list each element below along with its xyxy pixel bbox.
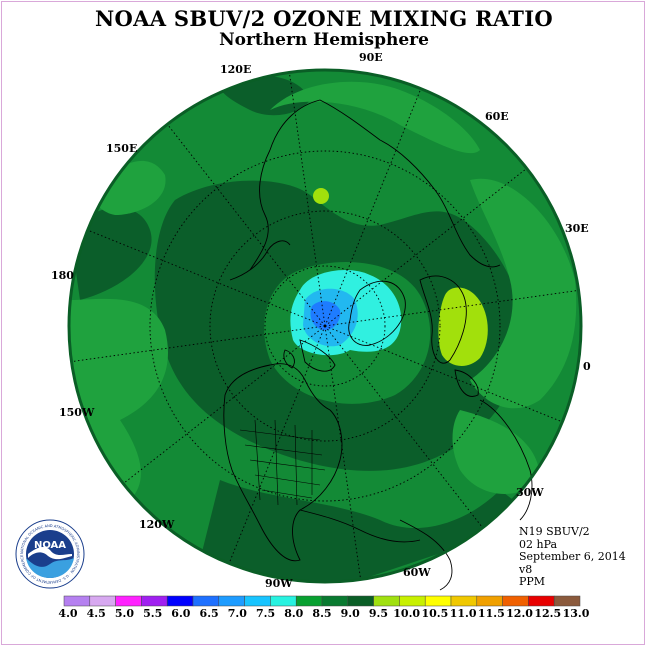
ozone-region-green-east bbox=[470, 178, 577, 409]
lon-label-120w: 120W bbox=[139, 518, 175, 531]
lon-label-60e: 60E bbox=[485, 110, 509, 123]
colorbar-tick-label: 10.0 bbox=[393, 607, 421, 620]
colorbar-swatch bbox=[218, 595, 245, 607]
meridian-line bbox=[288, 72, 326, 327]
colorbar-tick-label: 8.0 bbox=[284, 607, 304, 620]
ozone-region-dark-west bbox=[70, 207, 152, 300]
meridian-line bbox=[228, 325, 326, 564]
info-instrument: N19 SBUV/2 bbox=[519, 525, 590, 538]
info-units: PPM bbox=[519, 575, 546, 588]
colorbar-tick-label: 11.5 bbox=[477, 607, 505, 620]
colorbar-swatch bbox=[141, 595, 168, 607]
lon-label-60w: 60W bbox=[403, 566, 431, 579]
colorbar-swatch bbox=[166, 595, 194, 607]
meridian-line bbox=[324, 325, 563, 423]
colorbar-swatch bbox=[528, 595, 555, 607]
meridian-line bbox=[324, 289, 579, 327]
map-subtitle: Northern Hemisphere bbox=[219, 30, 429, 50]
colorbar-swatch bbox=[89, 595, 116, 607]
political-boundaries bbox=[239, 419, 326, 506]
colorbar-swatch bbox=[424, 595, 452, 607]
meridian-line bbox=[324, 325, 483, 529]
lon-label-150e: 150E bbox=[106, 142, 138, 155]
map-title: NOAA SBUV/2 OZONE MIXING RATIO bbox=[95, 6, 553, 31]
colorbar-tick-label: 11.0 bbox=[449, 607, 477, 620]
colorbar-tick-label: 6.0 bbox=[171, 607, 191, 620]
lon-label-120e: 120E bbox=[220, 63, 252, 76]
colorbar-swatch bbox=[502, 595, 529, 607]
colorbar-swatch bbox=[115, 595, 142, 607]
ozone-region-green-north bbox=[270, 81, 480, 154]
info-level: 02 hPa bbox=[519, 537, 558, 551]
hemisphere-outline bbox=[67, 68, 583, 584]
graticule bbox=[149, 150, 501, 502]
meridian-line bbox=[324, 325, 362, 580]
ozone-region-dark-south bbox=[200, 480, 540, 582]
colorbar-tick-label: 5.0 bbox=[114, 607, 135, 620]
colorbar-tick-label: 5.5 bbox=[143, 607, 163, 620]
coastlines bbox=[223, 99, 533, 591]
ozone-region-lime-north bbox=[313, 188, 329, 204]
colorbar-tick-label: 13.0 bbox=[562, 607, 590, 620]
colorbar-swatch bbox=[347, 595, 374, 607]
ozone-region-green-southeast bbox=[452, 410, 540, 494]
lon-label-0: 0 bbox=[583, 360, 591, 373]
colorbar-swatch bbox=[553, 595, 581, 607]
lon-label-90w: 90W bbox=[265, 577, 293, 590]
meridians bbox=[71, 72, 579, 580]
lon-label-180: 180 bbox=[51, 269, 74, 282]
colorbar-swatch bbox=[192, 595, 220, 607]
info-date: September 6, 2014 bbox=[519, 550, 626, 563]
colorbar-swatch bbox=[476, 595, 503, 607]
colorbar-tick-label: 7.5 bbox=[255, 607, 276, 620]
colorbar-tick-label: 12.0 bbox=[506, 607, 533, 620]
meridian-line bbox=[324, 88, 422, 327]
colorbar-swatch bbox=[63, 595, 91, 607]
lon-label-30w: 30W bbox=[516, 486, 544, 499]
meridian-line bbox=[167, 123, 326, 327]
colorbar-tick-label: 8.5 bbox=[312, 607, 332, 620]
colorbar-swatch bbox=[244, 595, 271, 607]
colorbar-tick-label: 10.5 bbox=[421, 607, 449, 620]
colorbar-swatch bbox=[270, 595, 297, 607]
ozone-region-blue-pole bbox=[310, 301, 341, 331]
colorbar-swatch bbox=[321, 595, 349, 607]
colorbar-tick-label: 7.0 bbox=[227, 607, 247, 620]
lon-label-150w: 150W bbox=[59, 406, 95, 419]
colorbar-swatch bbox=[450, 595, 478, 607]
lon-label-30e: 30E bbox=[565, 222, 589, 235]
colorbar-tick-label: 9.5 bbox=[368, 607, 389, 620]
logo-text: NOAA bbox=[34, 540, 66, 551]
colorbar-swatch bbox=[373, 595, 400, 607]
colorbar-tick-label: 4.0 bbox=[58, 607, 78, 620]
meridian-line bbox=[87, 229, 326, 327]
colorbar-swatch bbox=[399, 595, 426, 607]
info-version: v8 bbox=[519, 562, 533, 576]
colorbar-tick-label: 12.5 bbox=[534, 607, 562, 620]
noaa-logo: NOAA NATIONAL OCEANIC AND ATMOSPHERIC AD… bbox=[15, 519, 85, 589]
colorbar-swatch bbox=[295, 595, 323, 607]
ozone-region-lime-east bbox=[438, 287, 488, 366]
colorbar-tick-label: 4.5 bbox=[86, 607, 106, 620]
meridian-line bbox=[324, 168, 528, 327]
colorbar-tick-label: 6.5 bbox=[199, 607, 219, 620]
lon-label-90e: 90E bbox=[359, 51, 383, 64]
meridian-line bbox=[71, 325, 326, 363]
colorbar-tick-label: 9.0 bbox=[340, 607, 360, 620]
ozone-region-dark-ring bbox=[154, 180, 522, 471]
